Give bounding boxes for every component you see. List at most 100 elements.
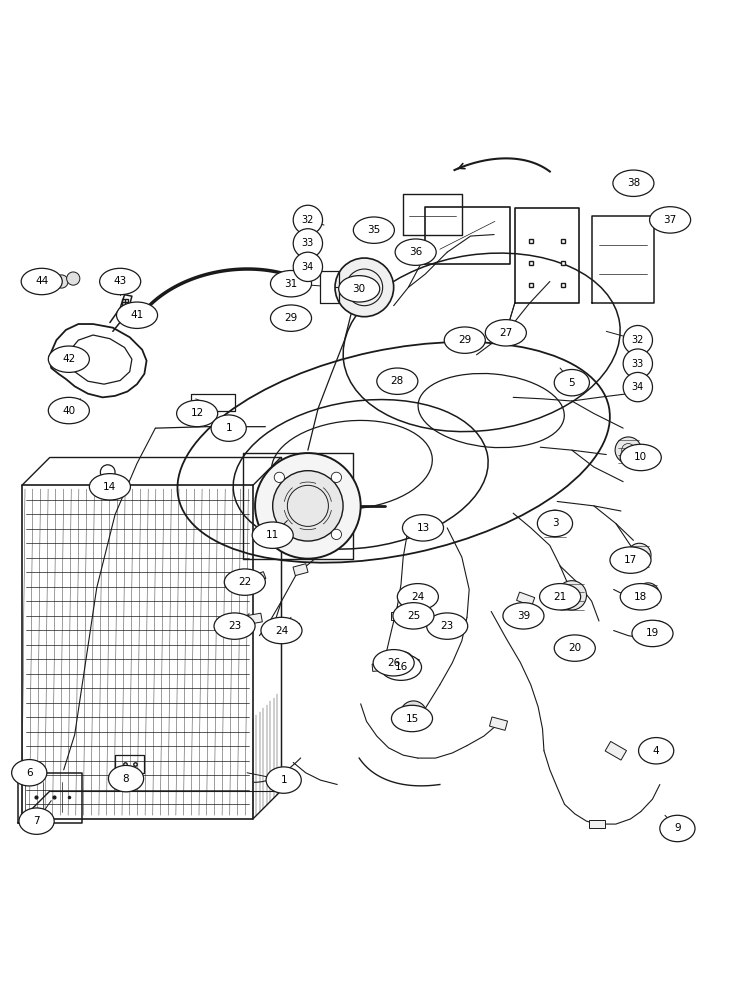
Ellipse shape: [539, 584, 581, 610]
Ellipse shape: [19, 808, 54, 834]
Text: 12: 12: [191, 408, 204, 418]
Text: 41: 41: [130, 310, 144, 320]
Text: 29: 29: [459, 335, 472, 345]
Ellipse shape: [554, 635, 595, 661]
Text: 9: 9: [674, 823, 681, 833]
Polygon shape: [405, 657, 420, 668]
Ellipse shape: [503, 603, 544, 629]
Circle shape: [623, 372, 653, 402]
Ellipse shape: [537, 510, 573, 537]
Text: 7: 7: [33, 816, 40, 826]
Polygon shape: [372, 663, 386, 671]
Circle shape: [647, 621, 668, 643]
Ellipse shape: [252, 522, 293, 548]
Circle shape: [623, 325, 653, 355]
Polygon shape: [489, 717, 508, 730]
Text: 4: 4: [653, 746, 659, 756]
Circle shape: [67, 272, 79, 285]
Ellipse shape: [403, 515, 444, 541]
Ellipse shape: [620, 584, 661, 610]
Ellipse shape: [271, 305, 311, 331]
Text: 44: 44: [35, 276, 49, 286]
Circle shape: [275, 529, 285, 540]
Ellipse shape: [177, 400, 218, 427]
Ellipse shape: [12, 760, 47, 786]
Polygon shape: [293, 564, 308, 576]
Text: 17: 17: [624, 555, 637, 565]
Ellipse shape: [639, 738, 673, 764]
Polygon shape: [517, 592, 535, 606]
Text: 13: 13: [417, 523, 430, 533]
Ellipse shape: [214, 613, 255, 639]
Circle shape: [392, 652, 414, 674]
Text: 11: 11: [266, 530, 279, 540]
Circle shape: [623, 349, 653, 378]
Text: 20: 20: [568, 643, 581, 653]
Text: 5: 5: [568, 378, 575, 388]
Circle shape: [628, 543, 651, 567]
Text: 36: 36: [409, 247, 422, 257]
Ellipse shape: [632, 620, 673, 647]
Ellipse shape: [261, 617, 302, 644]
Ellipse shape: [353, 217, 394, 243]
Ellipse shape: [485, 320, 526, 346]
Ellipse shape: [116, 302, 158, 328]
Text: 26: 26: [387, 658, 400, 668]
Ellipse shape: [620, 444, 661, 471]
Ellipse shape: [99, 268, 141, 295]
Circle shape: [637, 583, 659, 605]
Ellipse shape: [271, 271, 311, 297]
Circle shape: [355, 279, 373, 296]
Text: 33: 33: [631, 359, 644, 369]
Text: 23: 23: [441, 621, 454, 631]
Text: 31: 31: [284, 279, 297, 289]
Circle shape: [289, 306, 307, 324]
Text: 21: 21: [553, 592, 567, 602]
Ellipse shape: [21, 268, 63, 295]
Text: 22: 22: [238, 577, 252, 587]
Ellipse shape: [445, 327, 485, 353]
Text: 1: 1: [225, 423, 232, 433]
Text: 18: 18: [634, 592, 648, 602]
Polygon shape: [605, 741, 626, 760]
Ellipse shape: [266, 767, 301, 793]
Circle shape: [331, 472, 342, 482]
Text: 38: 38: [627, 178, 640, 188]
Ellipse shape: [613, 170, 654, 196]
Text: 43: 43: [113, 276, 127, 286]
Text: 33: 33: [302, 238, 314, 248]
Ellipse shape: [224, 569, 266, 595]
Ellipse shape: [377, 368, 418, 394]
Ellipse shape: [392, 705, 433, 732]
Ellipse shape: [395, 239, 436, 265]
Text: 3: 3: [552, 518, 559, 528]
Ellipse shape: [427, 613, 467, 639]
Text: 37: 37: [663, 215, 676, 225]
Ellipse shape: [650, 207, 690, 233]
Polygon shape: [391, 612, 404, 620]
Circle shape: [615, 437, 642, 463]
Text: 34: 34: [631, 382, 644, 392]
Text: 16: 16: [394, 662, 408, 672]
Circle shape: [557, 581, 587, 610]
Circle shape: [331, 529, 342, 540]
Circle shape: [45, 273, 58, 287]
Text: 39: 39: [517, 611, 530, 621]
Ellipse shape: [610, 547, 651, 573]
Text: 40: 40: [63, 406, 75, 416]
Circle shape: [293, 229, 322, 258]
Ellipse shape: [381, 654, 422, 680]
Text: 19: 19: [646, 628, 659, 638]
Circle shape: [293, 205, 322, 235]
Text: 42: 42: [63, 354, 76, 364]
Text: 34: 34: [302, 262, 314, 272]
Polygon shape: [411, 592, 425, 601]
Polygon shape: [286, 623, 300, 633]
Text: 27: 27: [499, 328, 512, 338]
Ellipse shape: [554, 369, 590, 396]
Polygon shape: [247, 613, 262, 624]
Ellipse shape: [108, 765, 144, 792]
Circle shape: [275, 472, 285, 482]
Ellipse shape: [373, 650, 414, 676]
Text: 32: 32: [631, 335, 644, 345]
